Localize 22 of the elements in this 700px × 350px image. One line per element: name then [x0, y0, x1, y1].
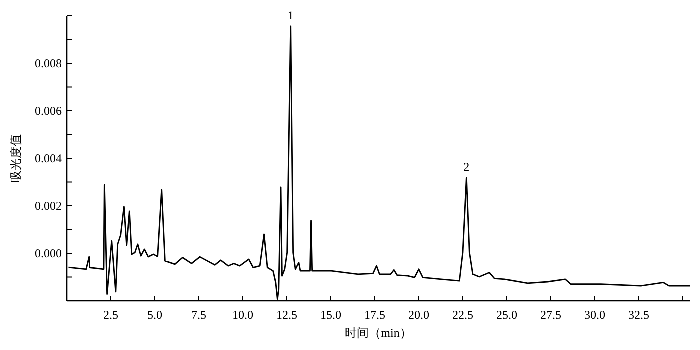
x-tick-label: 17.5: [364, 308, 386, 322]
x-tick-label: 12.5: [276, 308, 298, 322]
y-tick-label: 0.004: [35, 152, 62, 166]
x-tick-label: 30.0: [584, 308, 606, 322]
y-tick-label: 0.006: [35, 104, 62, 118]
x-tick-label: 22.5: [452, 308, 474, 322]
y-tick-label: 0.000: [35, 246, 62, 260]
y-tick-label: 0.002: [35, 199, 62, 213]
x-axis-title: 时间（min）: [345, 326, 412, 340]
x-tick-label: 20.0: [408, 308, 430, 322]
x-tick-label: 27.5: [540, 308, 562, 322]
x-tick-label: 2.5: [103, 308, 118, 322]
x-tick-label: 32.5: [628, 308, 650, 322]
x-tick-label: 5.0: [147, 308, 162, 322]
annotation: 2: [464, 160, 470, 174]
y-axis-title: 吸光度值: [9, 134, 23, 182]
x-tick-label: 15.0: [320, 308, 342, 322]
x-tick-label: 7.5: [191, 308, 206, 322]
x-tick-label: 25.0: [496, 308, 518, 322]
annotation: 1: [288, 8, 294, 22]
x-tick-label: 10.0: [232, 308, 254, 322]
y-tick-label: 0.008: [35, 56, 62, 70]
